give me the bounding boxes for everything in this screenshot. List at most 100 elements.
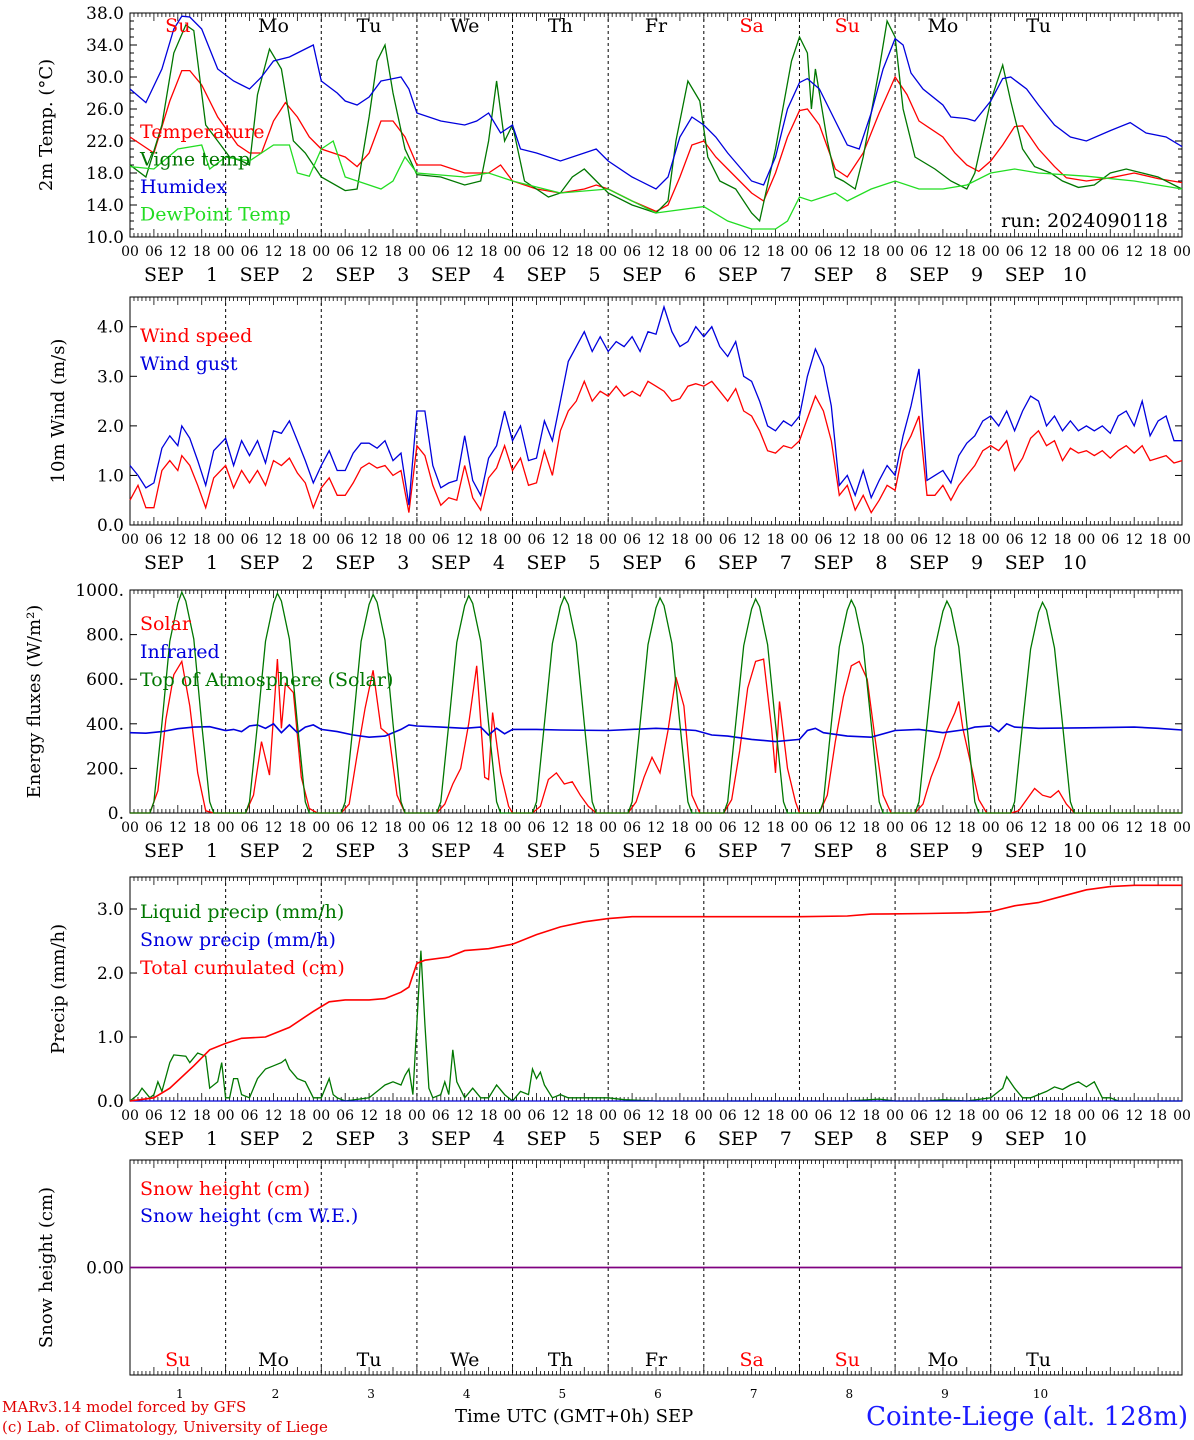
hour-tick-label: 18 [767, 244, 785, 260]
hour-tick-label: 12 [647, 244, 665, 260]
date-month-label: SEP [813, 1128, 853, 1150]
date-month-label: SEP [144, 552, 184, 574]
hour-tick-label: 18 [862, 1108, 880, 1124]
date-month-label: SEP [1005, 552, 1045, 574]
date-month-label: SEP [431, 552, 471, 574]
hour-tick-label: 12 [265, 532, 283, 548]
date-day-label: 10 [1063, 264, 1087, 286]
date-month-label: SEP [527, 552, 567, 574]
hour-tick-label: 18 [384, 532, 402, 548]
hour-tick-label: 12 [169, 244, 187, 260]
date-month-label: SEP [431, 264, 471, 286]
hour-tick-label: 18 [480, 532, 498, 548]
hour-tick-label: 12 [838, 244, 856, 260]
hour-tick-label: 18 [193, 1108, 211, 1124]
hour-tick-label: 12 [1125, 244, 1143, 260]
hour-tick-label: 06 [241, 244, 259, 260]
y-tick-label: 2.0 [97, 417, 124, 437]
hour-tick-label: 00 [886, 244, 904, 260]
hour-tick-label: 06 [1006, 820, 1024, 836]
date-day-label: 2 [302, 264, 314, 286]
y-tick-label: 30.0 [86, 68, 124, 88]
hour-tick-label: 12 [838, 820, 856, 836]
date-month-label: SEP [335, 840, 375, 862]
hour-tick-label: 12 [360, 820, 378, 836]
hour-tick-label: 18 [671, 244, 689, 260]
y-tick-label: 3.0 [97, 900, 124, 920]
day-of-week-label: We [450, 1349, 479, 1371]
date-day-label: 1 [206, 1128, 218, 1150]
date-day-label: 7 [780, 552, 792, 574]
hour-tick-label: 00 [1077, 1108, 1095, 1124]
hour-tick-label: 18 [288, 244, 306, 260]
y-axis-label: Energy fluxes (W/m²) [24, 605, 45, 799]
hour-tick-label: 06 [1101, 1108, 1119, 1124]
hour-tick-label: 06 [814, 244, 832, 260]
day-of-week-label: Mo [927, 15, 958, 37]
hour-tick-label: 00 [504, 532, 522, 548]
date-month-label: SEP [431, 840, 471, 862]
series-line-liquid-precip-mm-h- [129, 950, 1182, 1102]
legend-entry: Humidex [140, 176, 227, 198]
hour-tick-label: 00 [1173, 820, 1191, 836]
y-tick-label: 1000. [75, 581, 124, 601]
hour-tick-label: 06 [336, 532, 354, 548]
hour-tick-label: 00 [408, 820, 426, 836]
hour-tick-label: 12 [1125, 532, 1143, 548]
y-tick-label: 600. [86, 670, 124, 690]
date-month-label: SEP [335, 264, 375, 286]
day-of-week-label: Sa [739, 1349, 763, 1371]
hour-tick-label: 00 [599, 1108, 617, 1124]
legend-entry: Snow precip (mm/h) [140, 929, 336, 951]
hour-tick-label: 00 [504, 1108, 522, 1124]
legend-entry: Infrared [140, 641, 220, 663]
hour-tick-label: 12 [360, 532, 378, 548]
legend-entry: Snow height (cm) [140, 1178, 310, 1200]
station-name: Cointe-Liege (alt. 128m) [866, 1402, 1188, 1432]
hour-tick-label: 06 [432, 244, 450, 260]
date-day-label: 7 [780, 1128, 792, 1150]
hour-tick-label: 12 [456, 820, 474, 836]
hour-tick-label: 12 [838, 532, 856, 548]
day-of-week-label: Mo [927, 1349, 958, 1371]
y-tick-label: 4.0 [97, 318, 124, 338]
date-day-label: 10 [1033, 1387, 1048, 1401]
hour-tick-label: 18 [384, 820, 402, 836]
y-tick-label: 0.0 [97, 1092, 124, 1112]
day-of-week-label: Su [835, 15, 860, 37]
hour-tick-label: 06 [814, 1108, 832, 1124]
hour-tick-label: 06 [910, 244, 928, 260]
hour-tick-label: 18 [1149, 532, 1167, 548]
panel-frame [129, 296, 1183, 526]
series-line-humidex [129, 15, 1183, 190]
date-day-label: 2 [302, 552, 314, 574]
hour-tick-label: 12 [647, 820, 665, 836]
date-day-label: 3 [367, 1387, 375, 1401]
date-day-label: 8 [875, 840, 887, 862]
day-of-week-label: Sa [739, 15, 763, 37]
hour-tick-label: 06 [241, 532, 259, 548]
hour-tick-label: 00 [695, 244, 713, 260]
hour-tick-label: 00 [1173, 1108, 1191, 1124]
hour-tick-label: 18 [767, 1108, 785, 1124]
day-of-week-label: Su [165, 1349, 190, 1371]
date-day-label: 8 [875, 552, 887, 574]
hour-tick-label: 18 [193, 244, 211, 260]
date-month-label: SEP [622, 840, 662, 862]
date-month-label: SEP [622, 264, 662, 286]
date-day-label: 3 [397, 840, 409, 862]
date-day-label: 9 [971, 1128, 983, 1150]
hour-tick-label: 00 [886, 532, 904, 548]
hour-tick-label: 06 [336, 244, 354, 260]
hour-tick-label: 06 [145, 1108, 163, 1124]
series-line-total-cumulated-cm- [129, 884, 1182, 1102]
hour-tick-label: 12 [1125, 1108, 1143, 1124]
date-month-label: SEP [813, 552, 853, 574]
date-month-label: SEP [144, 264, 184, 286]
y-axis-label: Snow height (cm) [36, 1187, 57, 1348]
hour-tick-label: 18 [958, 1108, 976, 1124]
hour-tick-label: 12 [360, 1108, 378, 1124]
legend-entry: Snow height (cm W.E.) [140, 1205, 358, 1227]
hour-tick-label: 00 [312, 532, 330, 548]
date-day-label: 4 [493, 1128, 505, 1150]
